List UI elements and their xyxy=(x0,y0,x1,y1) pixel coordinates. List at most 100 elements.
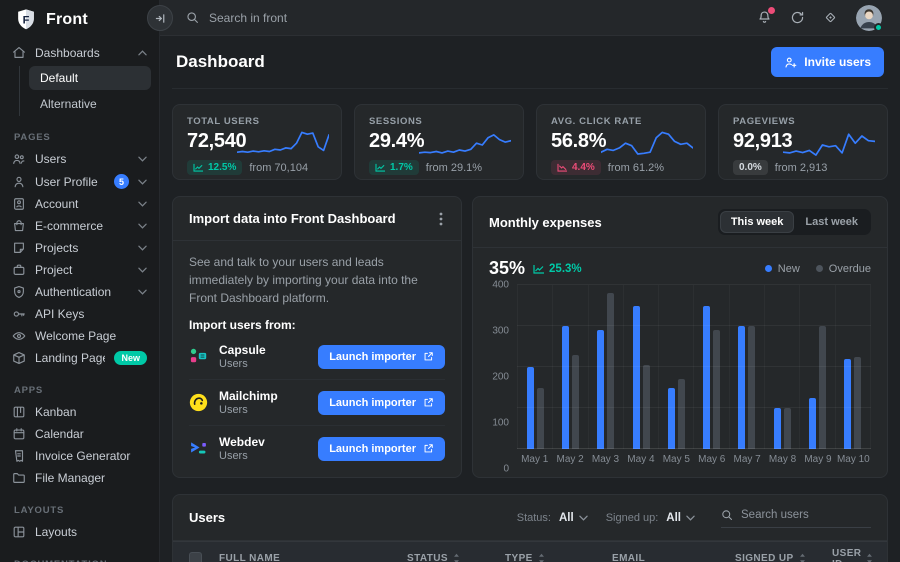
gridline xyxy=(517,366,871,367)
sidebar-item-user-profile[interactable]: User Profile5 xyxy=(0,170,159,193)
sidebar-item-project[interactable]: Project xyxy=(0,259,159,281)
column-header-full-name: Full name xyxy=(219,553,407,562)
sidebar-item-account[interactable]: Account xyxy=(0,193,159,215)
table-header-row: Full nameStatusTypeEmailSigned upUser ID xyxy=(173,541,887,562)
bar-overdue[interactable] xyxy=(713,330,720,449)
bar-new[interactable] xyxy=(774,408,781,449)
bar-new[interactable] xyxy=(668,388,675,450)
more-options-icon[interactable] xyxy=(437,210,445,228)
sidebar-item-label: Calendar xyxy=(35,427,147,441)
tab-last-week[interactable]: Last week xyxy=(795,212,868,232)
column-header-type[interactable]: Type xyxy=(505,553,612,562)
sidebar-item-invoice-generator[interactable]: Invoice Generator xyxy=(0,445,159,467)
sidebar-item-file-manager[interactable]: File Manager xyxy=(0,467,159,489)
bar-overdue[interactable] xyxy=(819,326,826,449)
bar-new[interactable] xyxy=(844,359,851,449)
sidebar-item-authentication[interactable]: Authentication xyxy=(0,281,159,303)
column-header-signed-up[interactable]: Signed up xyxy=(735,553,832,562)
import-row-capsule: CapsuleUsersLaunch importer xyxy=(189,334,445,380)
sidebar-item-default[interactable]: Default xyxy=(29,66,151,90)
user-plus-icon xyxy=(784,56,797,69)
import-row-webdev: WebdevUsers Launch importer xyxy=(189,426,445,471)
sidebar-item-landing-page[interactable]: Landing PageNew xyxy=(0,347,159,369)
bar-new[interactable] xyxy=(527,367,534,449)
sidebar-item-layouts[interactable]: Layouts xyxy=(0,521,159,543)
bar-overdue[interactable] xyxy=(784,408,791,449)
bar-overdue[interactable] xyxy=(748,326,755,449)
sidebar-item-users[interactable]: Users xyxy=(0,148,159,170)
sidebar-item-label: Kanban xyxy=(35,405,147,419)
sidebar-item-kanban[interactable]: Kanban xyxy=(0,401,159,423)
users-search-input[interactable] xyxy=(741,509,871,521)
y-tick-label: 300 xyxy=(492,326,509,337)
y-tick-label: 200 xyxy=(492,372,509,383)
sidebar-collapse-button[interactable] xyxy=(147,5,173,31)
import-description: See and talk to your users and leads imm… xyxy=(189,253,445,307)
launch-importer-button[interactable]: Launch importer xyxy=(318,391,445,415)
column-header-user-id[interactable]: User ID xyxy=(832,548,873,562)
invite-users-button[interactable]: Invite users xyxy=(771,47,884,77)
brand[interactable]: F Front xyxy=(0,0,159,38)
integration-name: Mailchimp xyxy=(219,389,308,403)
import-card-header: Import data into Front Dashboard xyxy=(173,197,461,241)
folder-icon xyxy=(12,471,26,485)
sidebar-item-dashboards[interactable]: Dashboards xyxy=(0,42,159,64)
sidebar-item-welcome-page[interactable]: Welcome Page xyxy=(0,325,159,347)
sidebar-item-projects[interactable]: Projects xyxy=(0,237,159,259)
launch-importer-button[interactable]: Launch importer xyxy=(318,437,445,461)
trend-up-icon xyxy=(533,264,545,274)
gridline xyxy=(517,448,871,449)
refresh-button[interactable] xyxy=(790,10,805,25)
bar-new[interactable] xyxy=(562,326,569,449)
sidebar-item-label: Project xyxy=(35,263,129,277)
signed-up-filter-select[interactable]: All xyxy=(666,512,695,524)
x-tick-label: May 6 xyxy=(694,454,729,465)
legend-overdue[interactable]: Overdue xyxy=(816,263,871,275)
y-tick-label: 100 xyxy=(492,418,509,429)
account-icon xyxy=(12,197,26,211)
cards-row: Import data into Front Dashboard See and… xyxy=(172,196,888,478)
bar-group-may-4 xyxy=(623,285,658,449)
bar-overdue[interactable] xyxy=(607,293,614,449)
user-profile-icon xyxy=(12,175,26,189)
integration-info: WebdevUsers xyxy=(219,435,308,462)
chevron-down-icon xyxy=(138,289,147,295)
bell-button[interactable] xyxy=(757,10,772,25)
apps-button[interactable] xyxy=(823,10,838,25)
bar-new[interactable] xyxy=(633,306,640,450)
user-avatar[interactable] xyxy=(856,5,882,31)
bar-overdue[interactable] xyxy=(854,357,861,449)
chevron-down-icon xyxy=(686,515,695,521)
bar-new[interactable] xyxy=(703,306,710,450)
status-filter-select[interactable]: All xyxy=(559,512,588,524)
sidebar-item-e-commerce[interactable]: E-commerce xyxy=(0,215,159,237)
bar-group-may-9 xyxy=(799,285,834,449)
monthly-expenses-card: Monthly expenses This weekLast week 35% … xyxy=(472,196,888,478)
column-header-status[interactable]: Status xyxy=(407,553,505,562)
sidebar-item-alternative[interactable]: Alternative xyxy=(29,92,151,116)
bar-overdue[interactable] xyxy=(678,379,685,449)
sidebar: F Front DashboardsDefaultAlternativePage… xyxy=(0,0,160,562)
sidebar-item-calendar[interactable]: Calendar xyxy=(0,423,159,445)
launch-importer-button[interactable]: Launch importer xyxy=(318,345,445,369)
x-tick-label: May 10 xyxy=(836,454,871,465)
users-search[interactable] xyxy=(721,507,871,528)
sidebar-item-api-keys[interactable]: API Keys xyxy=(0,303,159,325)
bar-group-may-1 xyxy=(517,285,552,449)
navbar-search[interactable] xyxy=(186,11,757,25)
bar-new[interactable] xyxy=(809,398,816,449)
legend-new[interactable]: New xyxy=(765,263,800,275)
bar-group-may-6 xyxy=(693,285,728,449)
main-content: Dashboard Invite users Total users72,540… xyxy=(160,36,900,562)
select-all-checkbox[interactable] xyxy=(189,552,202,562)
tab-this-week[interactable]: This week xyxy=(721,212,794,232)
invoice-icon xyxy=(12,449,26,463)
bar-overdue[interactable] xyxy=(572,355,579,449)
bar-new[interactable] xyxy=(738,326,745,449)
legend-dot xyxy=(765,265,772,272)
bar-new[interactable] xyxy=(597,330,604,449)
search-input[interactable] xyxy=(209,11,429,25)
trend-up-icon xyxy=(375,163,386,172)
status-filter-label: Status: xyxy=(517,512,551,524)
bar-overdue[interactable] xyxy=(537,388,544,450)
